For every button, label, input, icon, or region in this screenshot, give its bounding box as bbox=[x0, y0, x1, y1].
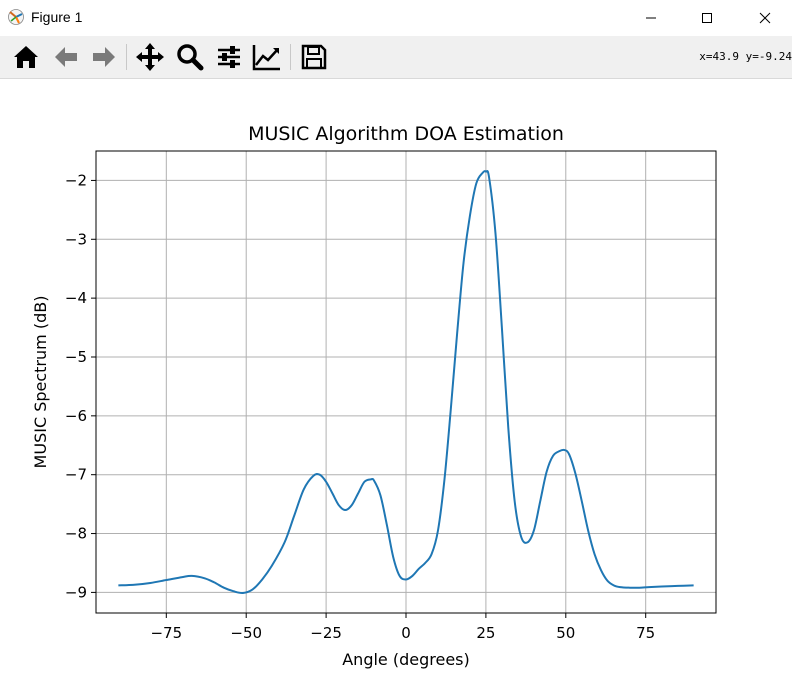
home-icon bbox=[14, 46, 38, 68]
y-tick-label: −7 bbox=[65, 466, 87, 484]
y-tick-label: −4 bbox=[65, 289, 87, 307]
close-button[interactable] bbox=[740, 0, 790, 36]
x-tick-label: −50 bbox=[230, 624, 262, 642]
save-button[interactable] bbox=[298, 41, 330, 73]
subplots-button[interactable] bbox=[213, 41, 245, 73]
window-title: Figure 1 bbox=[31, 9, 83, 25]
chart-title: MUSIC Algorithm DOA Estimation bbox=[248, 123, 564, 145]
x-tick-label: −75 bbox=[150, 624, 182, 642]
figure-canvas[interactable]: MUSIC Algorithm DOA Estimation −75 −50 −25… bbox=[0, 79, 792, 679]
window-titlebar: Figure 1 bbox=[0, 0, 792, 36]
minimize-button[interactable] bbox=[626, 0, 676, 36]
y-axis-ticks: −2 −3 −4 −5 −6 −7 −8 −9 bbox=[65, 171, 96, 601]
y-tick-label: −3 bbox=[65, 230, 87, 248]
x-tick-label: 25 bbox=[476, 624, 495, 642]
y-tick-label: −9 bbox=[65, 583, 87, 601]
y-tick-label: −8 bbox=[65, 525, 87, 543]
save-icon bbox=[301, 44, 327, 70]
edit-axes-button[interactable] bbox=[251, 41, 283, 73]
y-tick-label: −2 bbox=[65, 171, 87, 189]
x-tick-label: 75 bbox=[636, 624, 655, 642]
axes-edit-icon bbox=[252, 45, 280, 71]
x-axis-ticks: −75 −50 −25 0 25 50 75 bbox=[150, 613, 655, 642]
close-icon bbox=[759, 12, 771, 24]
back-arrow-icon bbox=[55, 47, 77, 67]
maximize-button[interactable] bbox=[682, 0, 732, 36]
y-tick-label: −6 bbox=[65, 407, 87, 425]
matplotlib-app-icon bbox=[8, 9, 24, 25]
minimize-icon bbox=[646, 17, 656, 19]
home-button[interactable] bbox=[10, 41, 42, 73]
toolbar-separator bbox=[126, 44, 127, 70]
zoom-button[interactable] bbox=[174, 41, 206, 73]
x-axis-label: Angle (degrees) bbox=[342, 650, 470, 669]
toolbar-separator bbox=[290, 44, 291, 70]
forward-arrow-icon bbox=[93, 47, 115, 67]
pan-icon bbox=[136, 43, 164, 71]
back-button[interactable] bbox=[50, 41, 82, 73]
subplots-icon bbox=[218, 46, 240, 68]
grid-lines bbox=[96, 151, 716, 613]
x-tick-label: 0 bbox=[401, 624, 411, 642]
zoom-icon bbox=[177, 44, 204, 71]
x-tick-label: −25 bbox=[310, 624, 342, 642]
forward-button[interactable] bbox=[88, 41, 120, 73]
chart-svg: MUSIC Algorithm DOA Estimation −75 −50 −25… bbox=[31, 123, 717, 669]
cursor-coordinates: x=43.9 y=-9.24 bbox=[699, 50, 792, 63]
x-tick-label: 50 bbox=[556, 624, 575, 642]
maximize-icon bbox=[702, 13, 712, 23]
y-tick-label: −5 bbox=[65, 348, 87, 366]
pan-button[interactable] bbox=[134, 41, 166, 73]
spectrum-line bbox=[118, 169, 694, 595]
y-axis-label: MUSIC Spectrum (dB) bbox=[31, 296, 50, 469]
navigation-toolbar: x=43.9 y=-9.24 bbox=[0, 36, 792, 79]
